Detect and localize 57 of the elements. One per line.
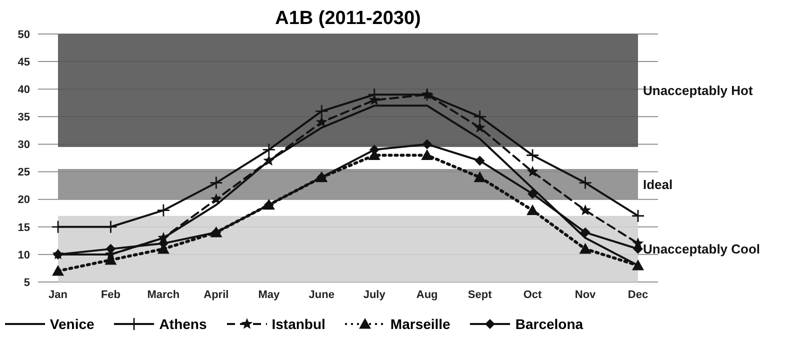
chart-title: A1B (2011-2030) xyxy=(274,8,422,30)
x-tick-label: Jan xyxy=(48,288,68,301)
point xyxy=(474,110,486,123)
point xyxy=(106,244,116,254)
point xyxy=(52,220,64,233)
y-tick-label: 45 xyxy=(18,56,30,68)
point xyxy=(157,204,170,216)
legend-label: Venice xyxy=(48,316,94,332)
x-tick-label: Oct xyxy=(523,288,542,301)
y-tick-label: 25 xyxy=(18,166,30,179)
point xyxy=(474,122,486,133)
point xyxy=(526,149,539,162)
x-tick-label: May xyxy=(258,288,280,301)
point xyxy=(316,105,328,118)
y-tick-label: 35 xyxy=(18,112,30,124)
legend-label: Barcelona xyxy=(514,316,584,332)
point xyxy=(316,116,328,128)
point xyxy=(263,154,275,166)
x-tick-label: Aug xyxy=(416,288,438,301)
legend-label: Athens xyxy=(158,316,207,332)
x-tick-label: Feb xyxy=(100,288,121,301)
y-tick-label: 40 xyxy=(18,84,30,96)
band-label: Unacceptably Cool xyxy=(643,242,760,257)
point xyxy=(210,176,222,189)
x-tick-label: March xyxy=(147,288,180,301)
point xyxy=(526,166,538,177)
y-tick-label: 50 xyxy=(18,28,30,41)
x-tick-label: April xyxy=(204,288,229,301)
point xyxy=(421,149,434,160)
point xyxy=(210,193,222,204)
y-tick-label: 10 xyxy=(18,249,30,262)
y-tick-label: 20 xyxy=(18,194,30,206)
point xyxy=(579,176,592,189)
point xyxy=(632,210,644,222)
point xyxy=(632,259,644,270)
point xyxy=(474,171,486,182)
point xyxy=(52,264,64,276)
point xyxy=(579,242,592,254)
legend-label: Istanbul xyxy=(270,316,326,332)
point xyxy=(580,204,591,216)
point xyxy=(262,144,275,156)
x-tick-label: Nov xyxy=(574,288,597,301)
legend-label: Marseille xyxy=(389,316,450,332)
band-label: Unacceptably Hot xyxy=(643,83,754,98)
x-tick-label: June xyxy=(308,288,334,301)
point xyxy=(104,220,117,233)
point xyxy=(422,139,432,150)
band-label: Ideal xyxy=(643,176,673,192)
y-tick-label: 5 xyxy=(24,276,30,289)
x-tick-label: Sept xyxy=(468,288,492,301)
y-tick-label: 30 xyxy=(18,139,30,152)
x-tick-label: July xyxy=(363,288,386,301)
y-tick-label: 15 xyxy=(18,222,30,234)
point xyxy=(580,227,590,238)
x-tick-label: Dec xyxy=(628,288,648,301)
point xyxy=(474,156,485,166)
point xyxy=(528,188,538,199)
